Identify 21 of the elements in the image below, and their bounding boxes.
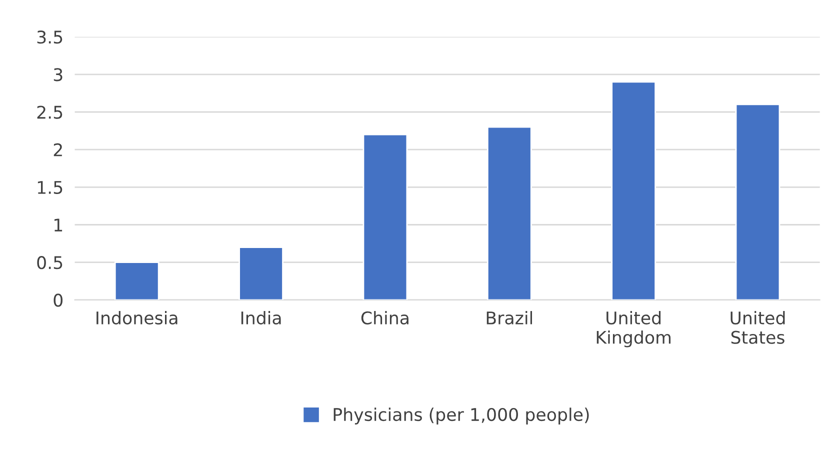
x-tick-label: Indonesia (96, 311, 178, 324)
x-tick-label: United Kingdom (596, 311, 670, 348)
legend-label: Physicians (per 1,000 people) (334, 408, 589, 424)
y-tick-label: 3 (54, 68, 62, 82)
y-tick-label: 1.5 (38, 181, 62, 194)
y-tick-label: 0.5 (37, 256, 62, 270)
bar (735, 104, 780, 300)
bar (362, 134, 408, 300)
y-tick-label: 1 (54, 218, 62, 232)
x-tick-label: India (241, 311, 281, 324)
x-tick-label: Brazil (486, 311, 532, 324)
bar (114, 262, 160, 300)
y-tick-label: 2.5 (37, 106, 62, 119)
x-tick-label: China (361, 311, 408, 324)
x-tick-label: United States (730, 311, 785, 344)
bar (238, 246, 284, 300)
bar (611, 81, 656, 300)
y-tick-label: 2 (54, 143, 62, 156)
bar (486, 126, 532, 300)
y-tick-label: 3.5 (37, 30, 62, 44)
y-tick-label: 0 (54, 294, 62, 307)
